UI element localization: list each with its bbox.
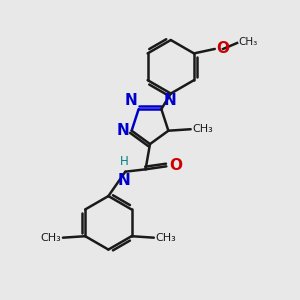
Text: CH₃: CH₃ bbox=[155, 233, 176, 243]
Text: O: O bbox=[169, 158, 182, 173]
Text: N: N bbox=[118, 173, 130, 188]
Text: CH₃: CH₃ bbox=[192, 124, 213, 134]
Text: CH₃: CH₃ bbox=[238, 38, 257, 47]
Text: N: N bbox=[116, 123, 129, 138]
Text: CH₃: CH₃ bbox=[41, 233, 62, 243]
Text: O: O bbox=[216, 41, 229, 56]
Text: N: N bbox=[124, 93, 137, 108]
Text: H: H bbox=[120, 155, 128, 168]
Text: N: N bbox=[164, 93, 176, 108]
